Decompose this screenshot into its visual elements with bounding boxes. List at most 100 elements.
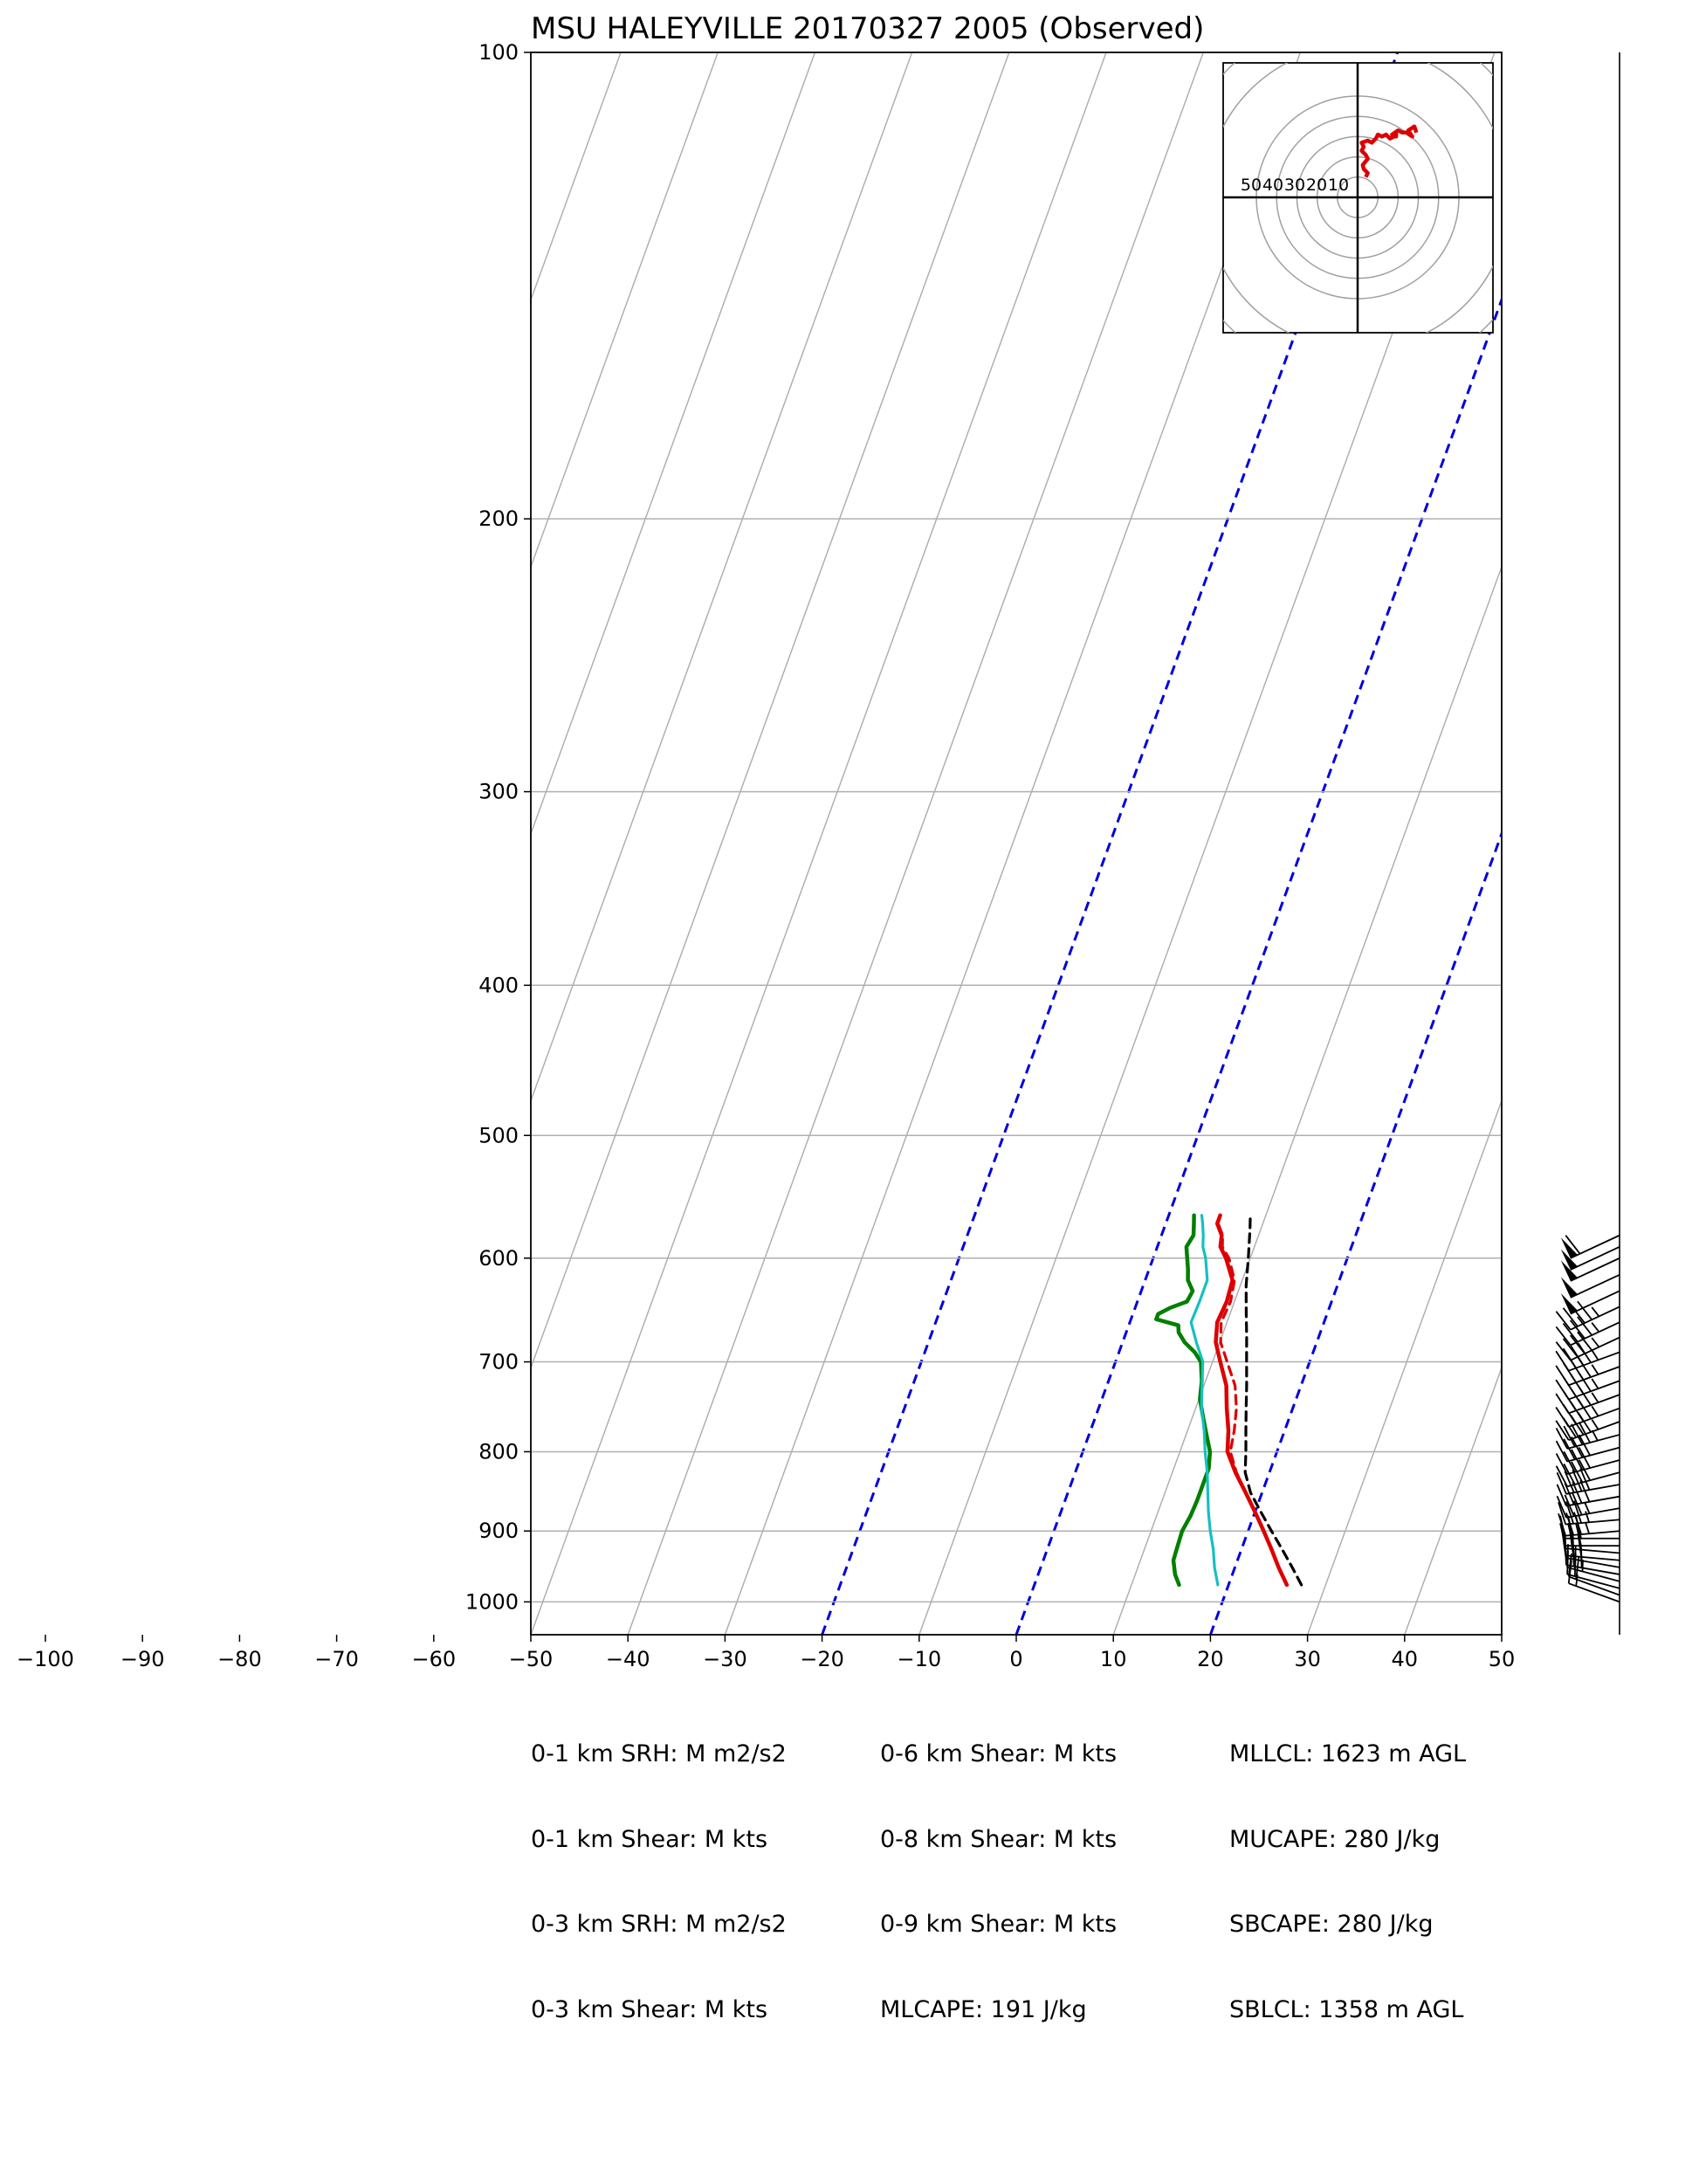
wind-barb [1556, 1468, 1620, 1495]
barb-feather [1579, 1468, 1591, 1491]
isotherm-line [1306, 1101, 1501, 1635]
isobar-grid [531, 518, 1502, 1603]
pressure-tick-label: 900 [478, 1519, 519, 1543]
barb-feather [1555, 1350, 1570, 1372]
barb-feather [1555, 1407, 1570, 1428]
barb-shaft [1570, 1273, 1620, 1299]
barb-feather [1569, 1319, 1586, 1340]
isotherm-line [530, 52, 913, 1106]
isotherm-line [0, 52, 524, 1635]
barb-shaft [1565, 1507, 1620, 1519]
stat-shear-0-3: 0-3 km Shear: M kts [531, 1995, 768, 2023]
barb-half-feather [1591, 1349, 1599, 1361]
barb-feather [1555, 1427, 1568, 1450]
stat-shear-0-6: 0-6 km Shear: M kts [880, 1740, 1118, 1767]
barb-feather [1558, 1502, 1567, 1525]
barb-feather [1562, 1338, 1579, 1358]
wind-barb [1559, 1522, 1620, 1547]
stats-col-2: 0-6 km Shear: M kts 0-8 km Shear: M kts … [880, 1684, 1117, 2053]
barb-flag [1560, 1292, 1578, 1314]
wind-barbs [1555, 1234, 1620, 1603]
wind-barb [1560, 1234, 1620, 1259]
isotherm-line [0, 52, 38, 1635]
wind-barb [1560, 1273, 1620, 1299]
pressure-tick-label: 400 [478, 973, 519, 997]
isotherm-line [0, 52, 135, 1635]
barb-shaft [1565, 1564, 1620, 1575]
parcel-trace-line [1243, 1214, 1303, 1587]
barb-feather [1577, 1300, 1592, 1320]
barb-shaft [1565, 1495, 1620, 1507]
wind-barb [1560, 1290, 1620, 1315]
wind-barb [1555, 1385, 1620, 1415]
barb-shaft [1568, 1394, 1620, 1415]
barb-feather [1555, 1393, 1570, 1414]
barb-shaft [1568, 1351, 1620, 1372]
wind-barb [1555, 1398, 1620, 1428]
isotherm-line [724, 52, 1302, 1635]
isotherm-line [0, 52, 427, 1635]
barb-feather [1555, 1326, 1572, 1346]
barb-feather [1567, 1560, 1572, 1584]
pressure-tick-label: 100 [478, 40, 519, 65]
isotherm-line [1404, 1368, 1501, 1635]
barb-feather [1558, 1512, 1567, 1536]
barb-shaft [1570, 1321, 1620, 1347]
temperature-tick-label: −50 [509, 1647, 554, 1671]
temperature-tick-label: −90 [120, 1647, 165, 1671]
barb-shaft [1568, 1575, 1620, 1596]
barb-flag [1560, 1249, 1578, 1271]
temperature-line [1214, 1213, 1290, 1588]
highlighted-isotherm [1208, 832, 1501, 1635]
pressure-tick-label: 600 [478, 1246, 519, 1271]
barb-feather [1572, 1469, 1583, 1492]
temperature-tick-label: −30 [703, 1647, 747, 1671]
hodograph-trace [1359, 124, 1419, 178]
barb-feather [1562, 1323, 1579, 1343]
isotherm-line [0, 52, 329, 1635]
barb-feather [1555, 1453, 1568, 1475]
stats-col-1: 0-1 km SRH: M m2/s2 0-1 km Shear: M kts … [531, 1684, 787, 2053]
barb-flag [1560, 1237, 1578, 1258]
barb-shaft [1570, 1336, 1620, 1361]
barb-shaft [1566, 1471, 1620, 1488]
hodograph-ring-label: 50 [1241, 176, 1262, 195]
barb-shaft [1570, 1306, 1620, 1331]
hodograph-ring-label: 40 [1262, 176, 1283, 195]
isotherm-line [530, 52, 1107, 1635]
barb-half-feather [1591, 1378, 1599, 1389]
barb-feather [1567, 1522, 1574, 1547]
stat-shear-0-9: 0-9 km Shear: M kts [880, 1911, 1118, 1938]
stat-shear-0-8: 0-8 km Shear: M kts [880, 1825, 1118, 1853]
stat-sblcl: SBLCL: 1358 m AGL [1229, 1995, 1464, 2023]
barb-shaft [1565, 1557, 1620, 1568]
temperature-tick-label: 10 [1100, 1647, 1127, 1671]
barb-half-feather [1591, 1306, 1600, 1318]
pressure-tick-label: 500 [478, 1123, 519, 1147]
stat-mllcl: MLLCL: 1623 m AGL [1229, 1740, 1467, 1767]
wind-barb [1555, 1300, 1620, 1331]
temperature-tick-label: −70 [314, 1647, 359, 1671]
barb-shaft [1570, 1290, 1620, 1315]
barb-feather [1577, 1331, 1592, 1351]
barb-shaft [1565, 1519, 1620, 1526]
barb-shaft [1566, 1573, 1620, 1589]
barb-half-feather [1585, 1511, 1590, 1523]
barb-feather [1563, 1425, 1576, 1448]
barb-feather [1562, 1307, 1579, 1327]
temperature-tick-label: 0 [1009, 1647, 1022, 1671]
dewpoint-line [1154, 1213, 1213, 1588]
barb-feather [1565, 1235, 1581, 1255]
stat-mucape: MUCAPE: 280 J/kg [1229, 1825, 1441, 1853]
wind-barb [1560, 1245, 1620, 1271]
barb-shaft [1565, 1530, 1620, 1537]
temperature-axis: −100 −90 −80 −70 −60 −50 −40 −30 −20 −10 0 10 20 30 40… [17, 1635, 1515, 1671]
barb-shaft [1568, 1582, 1620, 1603]
barb-feather [1571, 1423, 1584, 1445]
barb-shaft [1568, 1366, 1620, 1387]
barb-feather [1563, 1438, 1576, 1460]
wind-barb [1555, 1447, 1620, 1475]
highlighted-isotherm [1015, 298, 1501, 1635]
stat-mlcape: MLCAPE: 191 J/kg [880, 1995, 1087, 2023]
barb-shaft [1570, 1234, 1620, 1259]
